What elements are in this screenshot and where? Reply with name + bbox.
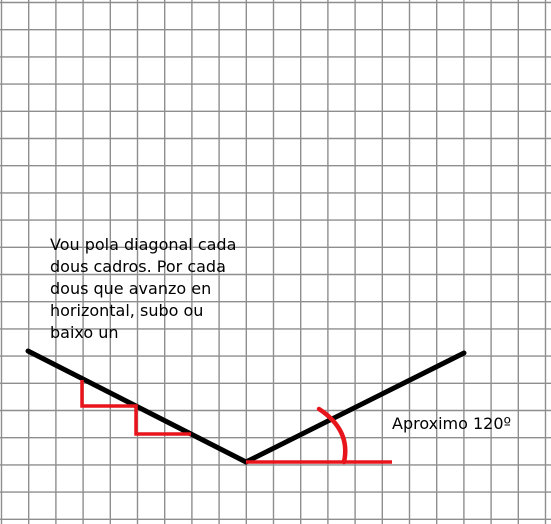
angle-estimate-label: Aproximo 120º	[392, 414, 512, 433]
note-line: baixo un	[50, 323, 119, 342]
construction-marks	[80, 380, 392, 465]
angle-arc	[316, 406, 348, 465]
note-line: horizontal, subo ou	[50, 301, 204, 320]
right-diagonal-line	[243, 350, 467, 465]
explanation-note: Vou pola diagonal cada dous cadros. Por c…	[50, 234, 290, 344]
note-line: Vou pola diagonal cada	[50, 235, 237, 254]
note-line: dous cadros. Por cada	[50, 257, 226, 276]
note-line: dous que avanzo en	[50, 279, 212, 298]
slope-steps	[80, 380, 191, 436]
